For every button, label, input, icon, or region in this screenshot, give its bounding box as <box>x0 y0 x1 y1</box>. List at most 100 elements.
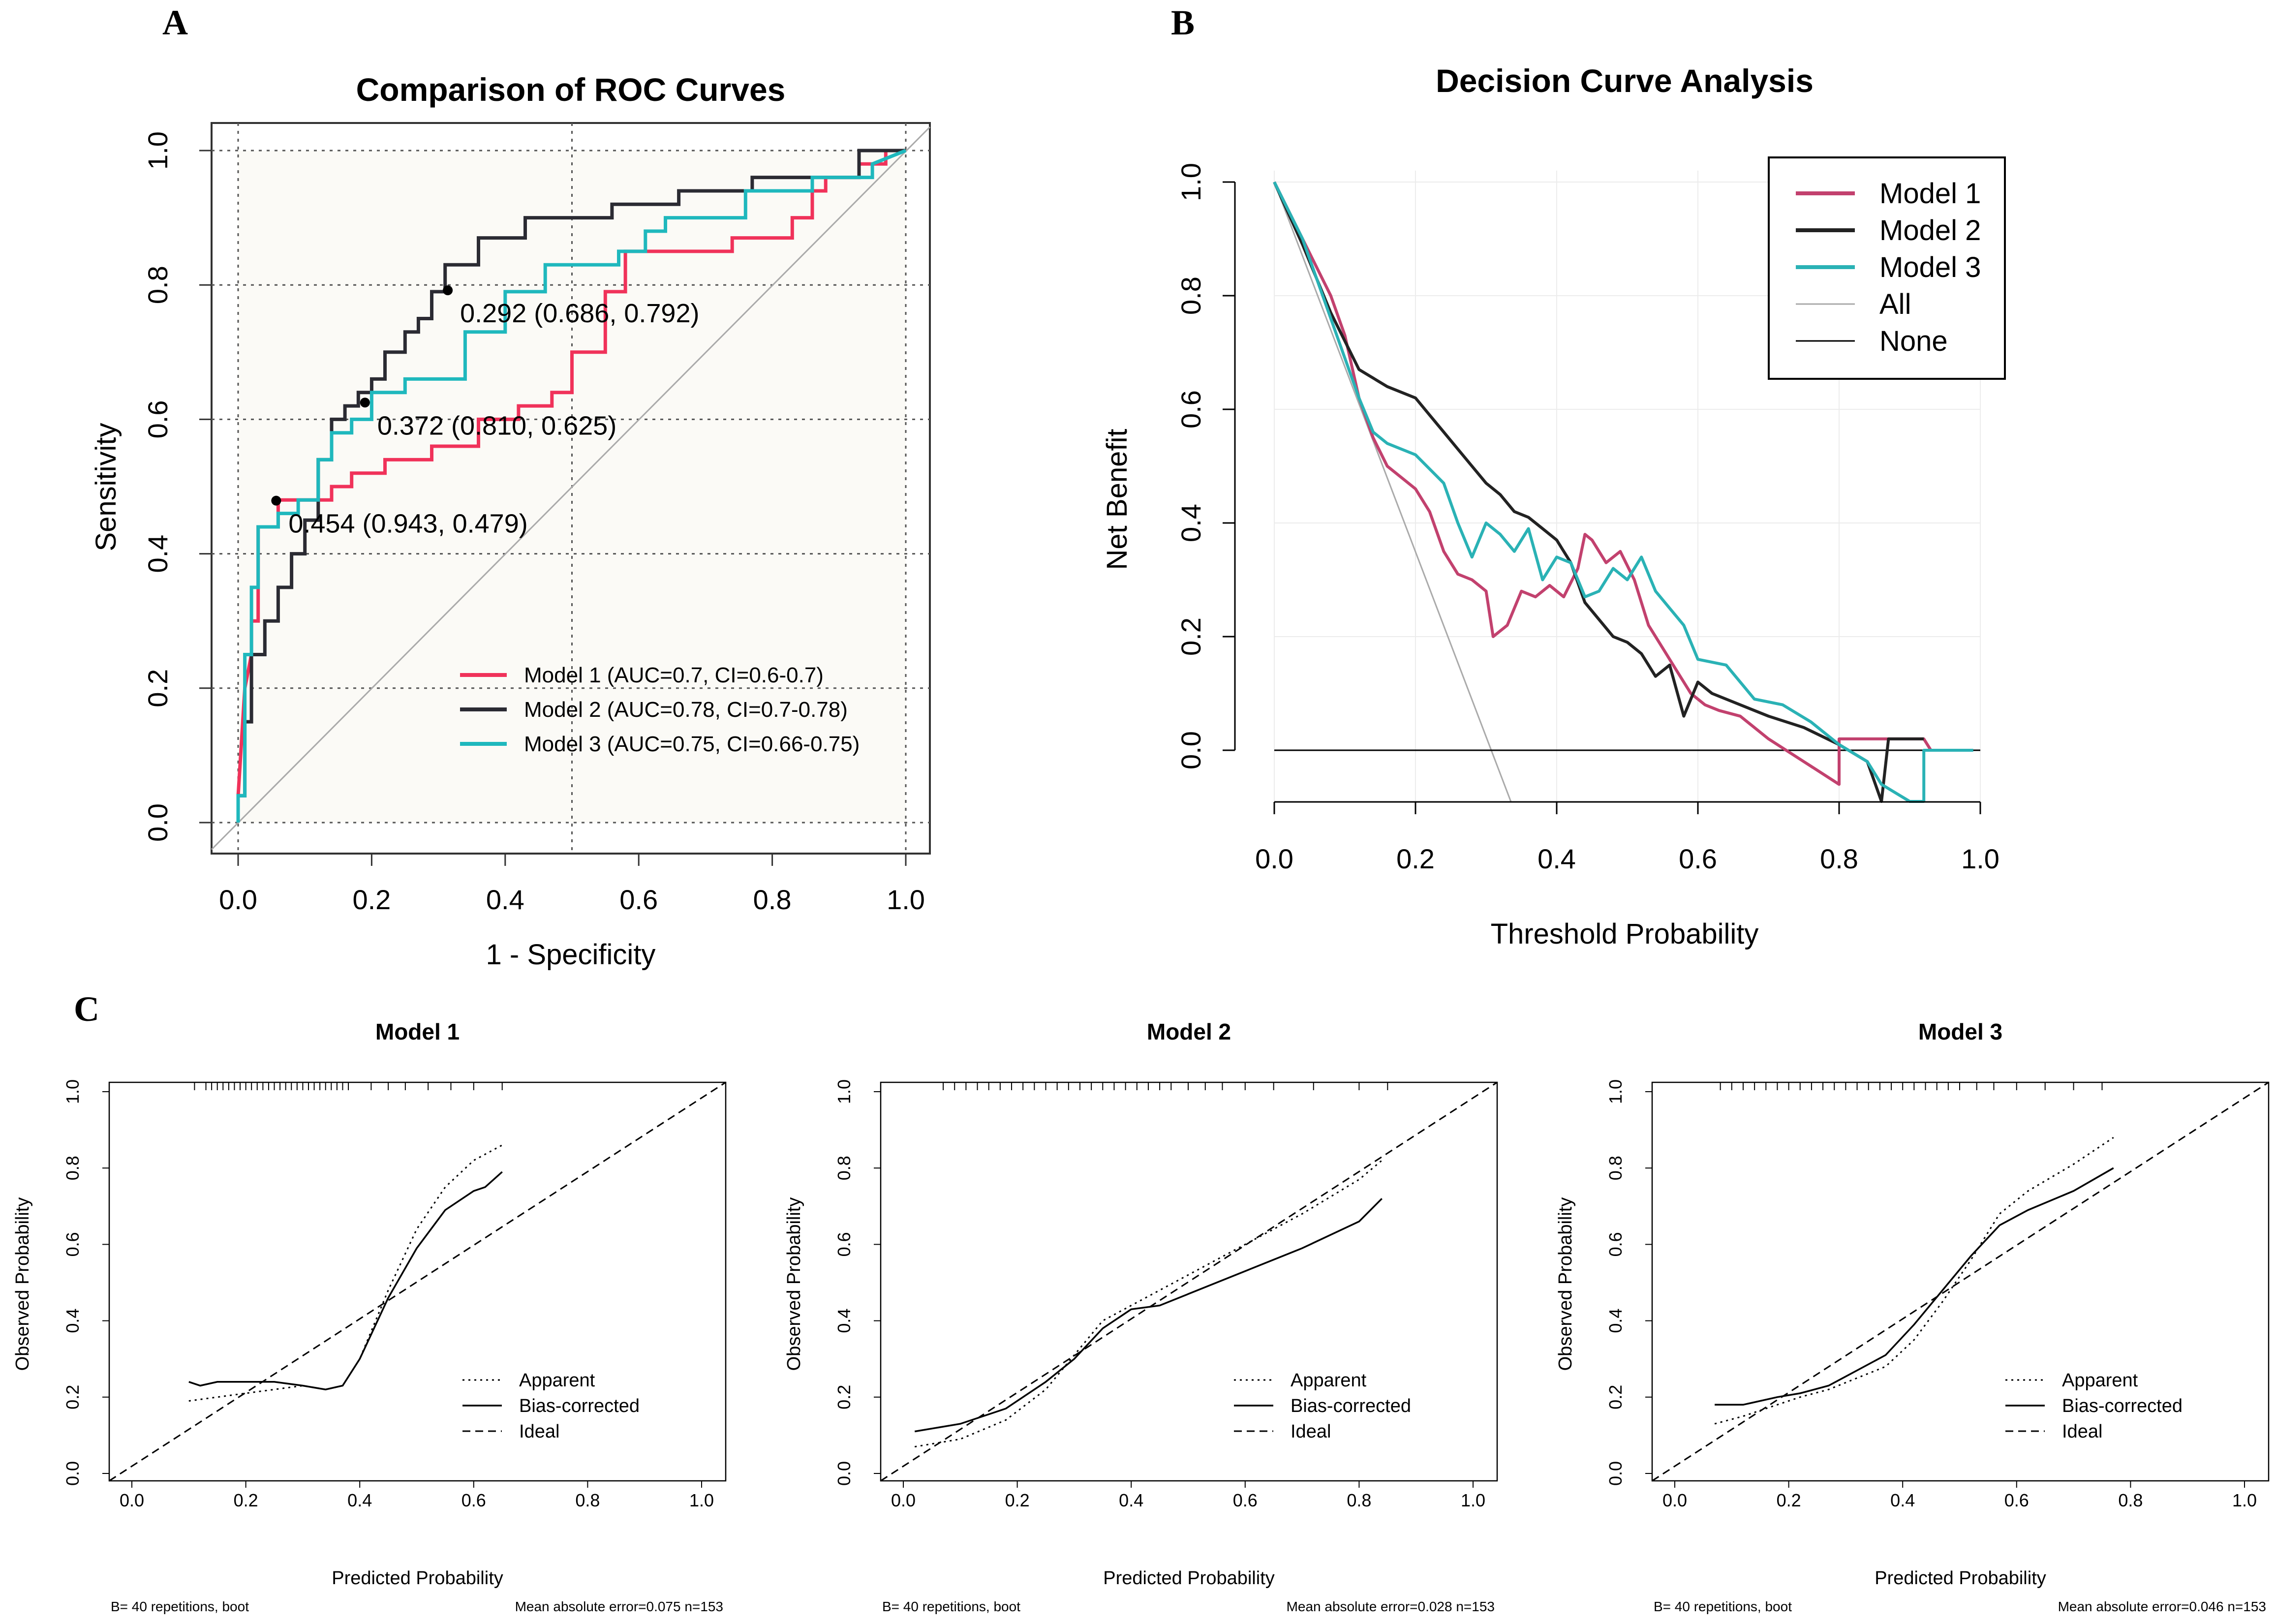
panel-a-roc: A Comparison of ROC Curves 0.292 (0.686,… <box>90 3 931 971</box>
roc-cutoff-label-1: 0.292 (0.686, 0.792) <box>460 299 699 328</box>
calib-title-2: Model 2 <box>1147 1019 1231 1044</box>
dca-curve-model1 <box>1273 181 1933 786</box>
calib-legend-label-1: Bias-corrected <box>519 1396 640 1416</box>
roc-curve-model2 <box>236 149 906 809</box>
calib-footer-right: Mean absolute error=0.028 n=153 <box>1287 1599 1495 1614</box>
dca-legend-model1: Model 1 <box>1879 178 1981 210</box>
calib-ytick-0: 0.0 <box>62 1461 83 1486</box>
roc-xtick-4: 0.8 <box>753 884 792 915</box>
calib-ytick-5: 1.0 <box>1605 1079 1626 1104</box>
dca-ytick-3: 0.6 <box>1175 390 1206 429</box>
calib-ytick-3: 0.6 <box>1605 1232 1626 1256</box>
dca-ytick-1: 0.2 <box>1175 617 1206 656</box>
calib-footer-right: Mean absolute error=0.075 n=153 <box>515 1599 723 1614</box>
calib-xtick-0: 0.0 <box>891 1490 916 1510</box>
calibration-model-3: Model 3 Apparent Bias-corrected Ideal 0.0 0.0… <box>1555 1019 2270 1614</box>
dca-x-axis-label: Threshold Probability <box>1491 918 1759 950</box>
roc-legend-model3: Model 3 (AUC=0.75, CI=0.66-0.75) <box>524 732 860 756</box>
calib-ideal-line-3 <box>1652 1081 2269 1482</box>
calib-legend-label-2: Ideal <box>519 1421 559 1442</box>
roc-ytick-2: 0.4 <box>142 535 173 573</box>
calib-ytick-3: 0.6 <box>62 1232 83 1256</box>
calib-footer-left: B= 40 repetitions, boot <box>111 1599 249 1614</box>
calib-legend-label-1: Bias-corrected <box>1291 1396 1411 1416</box>
calib-xtick-2: 0.4 <box>1890 1490 1915 1510</box>
calib-legend-label-2: Ideal <box>2062 1421 2102 1442</box>
calib-ytick-0: 0.0 <box>1605 1461 1626 1486</box>
dca-curve-model2 <box>1273 181 1924 803</box>
calib-ytick-1: 0.2 <box>62 1385 83 1410</box>
calib-frame-1 <box>108 1081 727 1482</box>
calib-y-axis-label: Observed Probability <box>12 1197 33 1371</box>
calib-ytick-1: 0.2 <box>1605 1385 1626 1410</box>
roc-xtick-3: 0.6 <box>619 884 658 915</box>
calib-xtick-0: 0.0 <box>120 1490 144 1510</box>
calib-xtick-1: 0.2 <box>1005 1490 1030 1510</box>
calib-title-1: Model 1 <box>375 1019 460 1044</box>
calib-x-axis-label: Predicted Probability <box>332 1568 503 1589</box>
roc-cutoff-point-1 <box>443 285 453 296</box>
dca-ytick-0: 0.0 <box>1175 731 1206 769</box>
calib-y-axis-label: Observed Probability <box>784 1197 804 1371</box>
calib-ytick-2: 0.4 <box>62 1309 83 1333</box>
calib-xtick-4: 0.8 <box>575 1490 600 1510</box>
dca-xtick-4: 0.8 <box>1820 843 1858 874</box>
calib-ytick-2: 0.4 <box>1605 1309 1626 1333</box>
calibration-model-1: Model 1 Apparent Bias-corrected Ideal 0.0 0.0… <box>12 1019 727 1614</box>
calib-xtick-3: 0.6 <box>1233 1490 1258 1510</box>
roc-ytick-5: 1.0 <box>142 131 173 170</box>
calib-curve-apparent-2 <box>914 1160 1383 1448</box>
calib-ideal-line-1 <box>109 1081 726 1482</box>
calib-xtick-1: 0.2 <box>234 1490 258 1510</box>
dca-xtick-0: 0.0 <box>1255 843 1293 874</box>
roc-xtick-0: 0.0 <box>219 884 257 915</box>
calib-curve-apparent-1 <box>188 1144 503 1402</box>
roc-cutoff-point-2 <box>360 398 370 408</box>
roc-x-axis-label: 1 - Specificity <box>486 939 656 971</box>
calib-x-axis-label: Predicted Probability <box>1875 1568 2046 1589</box>
calib-ytick-4: 0.8 <box>1605 1156 1626 1180</box>
calib-curve-apparent-3 <box>1714 1136 2114 1425</box>
dca-xtick-5: 1.0 <box>1961 843 1999 874</box>
dca-xtick-3: 0.6 <box>1679 843 1717 874</box>
roc-cutoff-label-3: 0.454 (0.943, 0.479) <box>288 509 527 539</box>
roc-cutoff-point-3 <box>271 495 281 506</box>
calib-xtick-4: 0.8 <box>2118 1490 2143 1510</box>
roc-curve-model3 <box>236 149 907 823</box>
panel-letter-b: B <box>1171 3 1195 42</box>
panel-c-calibration: C Model 1 Apparent Bias-corrected Ideal 0.0 0… <box>12 989 2270 1614</box>
roc-diagonal <box>211 126 931 850</box>
dca-ytick-2: 0.4 <box>1175 504 1206 542</box>
calib-ytick-5: 1.0 <box>834 1079 854 1104</box>
roc-y-axis-label: Sensitivity <box>90 423 122 551</box>
calib-xtick-0: 0.0 <box>1662 1490 1687 1510</box>
calibration-model-2: Model 2 Apparent Bias-corrected Ideal 0.0 0.0… <box>784 1019 1498 1614</box>
calib-xtick-2: 0.4 <box>347 1490 372 1510</box>
roc-legend-model1: Model 1 (AUC=0.7, CI=0.6-0.7) <box>524 663 824 687</box>
roc-ytick-4: 0.8 <box>142 266 173 304</box>
calib-legend-label-0: Apparent <box>519 1370 595 1391</box>
calib-footer-left: B= 40 repetitions, boot <box>1654 1599 1792 1614</box>
calib-legend-label-0: Apparent <box>2062 1370 2138 1391</box>
calib-ytick-4: 0.8 <box>834 1156 854 1180</box>
roc-ytick-1: 0.2 <box>142 669 173 707</box>
calib-xtick-5: 1.0 <box>689 1490 714 1510</box>
roc-cutoff-label-2: 0.372 (0.810, 0.625) <box>377 411 616 440</box>
roc-ytick-3: 0.6 <box>142 400 173 438</box>
calib-legend-label-0: Apparent <box>1291 1370 1367 1391</box>
calib-ytick-3: 0.6 <box>834 1232 854 1256</box>
calib-footer-right: Mean absolute error=0.046 n=153 <box>2058 1599 2266 1614</box>
calib-xtick-2: 0.4 <box>1119 1490 1143 1510</box>
calib-curve-bias-corrected-2 <box>914 1198 1383 1433</box>
calib-ytick-0: 0.0 <box>834 1461 854 1486</box>
calib-xtick-3: 0.6 <box>2004 1490 2029 1510</box>
calib-xtick-3: 0.6 <box>461 1490 486 1510</box>
roc-xtick-2: 0.4 <box>486 884 524 915</box>
panel-b-dca: B Decision Curve Analysis 0.0 0.0 0.2 0.2 0.… <box>1101 3 2006 950</box>
calib-legend-label-2: Ideal <box>1291 1421 1331 1442</box>
roc-xtick-5: 1.0 <box>887 884 925 915</box>
calib-ytick-2: 0.4 <box>834 1309 854 1333</box>
dca-curve-model3 <box>1273 181 1973 803</box>
dca-y-axis-label: Net Benefit <box>1101 429 1133 570</box>
